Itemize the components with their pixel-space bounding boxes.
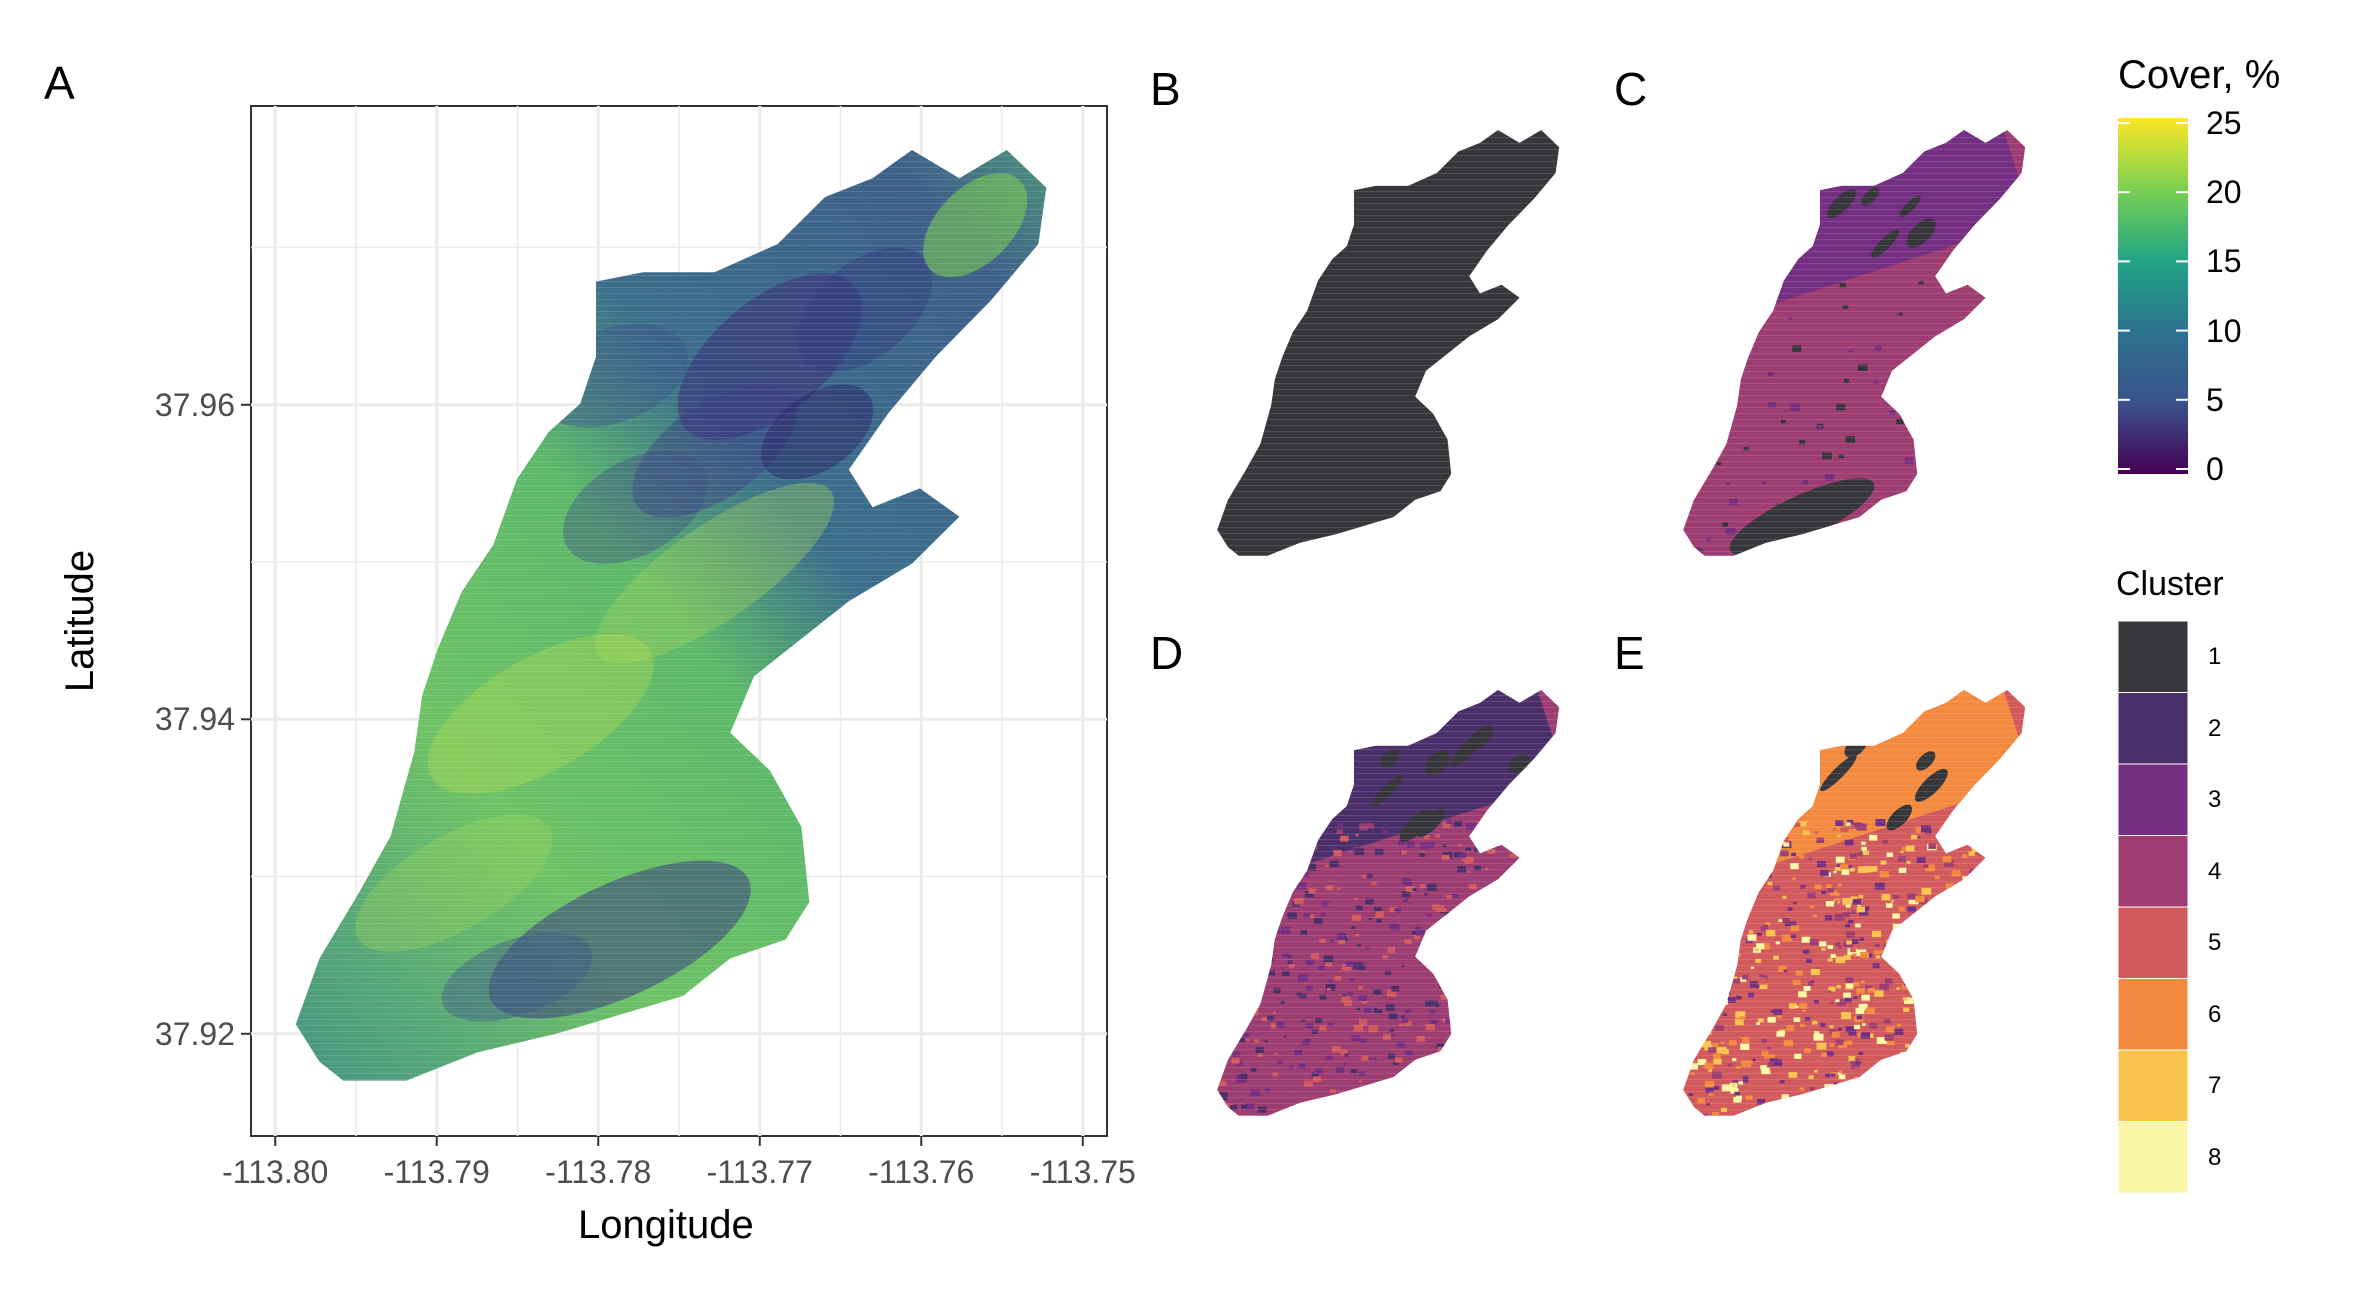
x-tick-label: -113.80 — [222, 1154, 329, 1190]
cluster-legend-label: 8 — [2208, 1143, 2222, 1171]
cluster-legend-key — [2117, 906, 2189, 979]
panel-e-letter: E — [1614, 627, 1645, 679]
cluster-legend-title: Cluster — [2116, 565, 2224, 603]
x-tick-label: -113.79 — [383, 1154, 490, 1190]
x-tick-label: -113.76 — [868, 1154, 975, 1190]
cover-legend-label: 10 — [2206, 312, 2242, 349]
cover-legend-title: Cover, % — [2118, 53, 2281, 97]
cluster-legend-key — [2117, 835, 2189, 908]
cluster-legend-key — [2117, 1121, 2189, 1194]
cluster-legend-label: 6 — [2208, 1000, 2222, 1028]
panel-e-cluster-map — [1683, 690, 2026, 1116]
y-tick-label: 37.96 — [154, 386, 235, 423]
cluster-legend-key — [2117, 692, 2189, 765]
cover-legend-label: 15 — [2206, 243, 2242, 280]
panel-b-letter: B — [1150, 63, 1181, 115]
panel-c-letter: C — [1614, 63, 1648, 115]
cluster-legend-key — [2117, 1049, 2189, 1122]
x-tick-label: -113.75 — [1029, 1154, 1136, 1190]
cluster-legend-key — [2117, 978, 2189, 1051]
cluster-legend-key — [2117, 620, 2189, 693]
cluster-legend-key — [2117, 763, 2189, 836]
panel-b-cluster-map — [1217, 130, 1560, 556]
cover-legend-label: 5 — [2206, 381, 2224, 418]
cover-colorbar — [2118, 118, 2188, 474]
y-axis-title: Latitude — [58, 549, 102, 693]
cluster-legend-label: 2 — [2208, 714, 2222, 742]
cover-legend-label: 20 — [2206, 174, 2242, 211]
x-tick-label: -113.78 — [545, 1154, 652, 1190]
panel-d-letter: D — [1150, 627, 1184, 679]
cluster-legend-label: 4 — [2208, 857, 2222, 885]
y-tick-label: 37.92 — [154, 1015, 235, 1052]
cluster-legend-label: 7 — [2208, 1072, 2222, 1099]
cluster-legend-label: 5 — [2208, 929, 2222, 956]
cover-colorbar-ticks — [2118, 121, 2188, 470]
panel-d-cluster-map — [1217, 690, 1560, 1116]
cluster-legend-label: 3 — [2208, 786, 2222, 813]
panel-c-cluster-map — [1683, 130, 2026, 556]
cluster-legend-keys — [2117, 620, 2189, 1194]
x-axis-title: Longitude — [578, 1203, 754, 1247]
y-tick-label: 37.94 — [154, 701, 235, 738]
x-tick-label: -113.77 — [706, 1154, 813, 1190]
cluster-legend-label: 1 — [2208, 643, 2222, 670]
panel-a-letter: A — [44, 57, 75, 109]
cover-legend-label: 0 — [2206, 451, 2224, 487]
cover-legend-label: 25 — [2206, 104, 2242, 141]
